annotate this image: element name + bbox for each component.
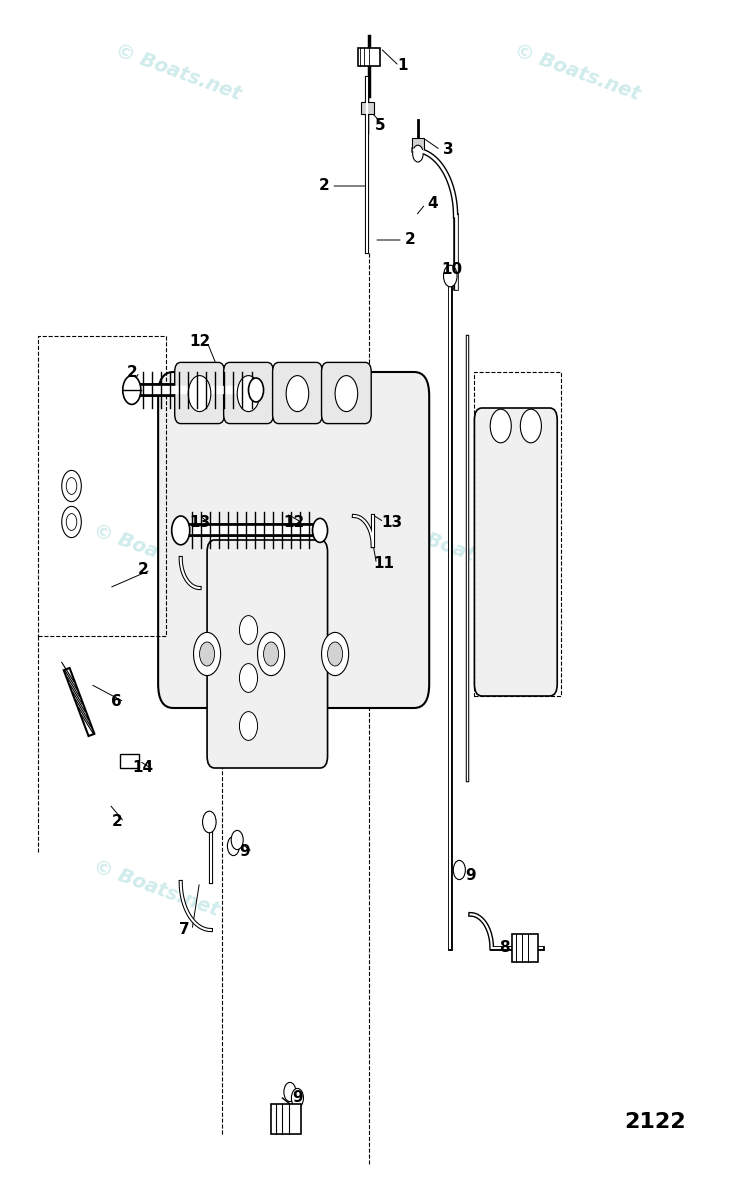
- Circle shape: [520, 409, 541, 443]
- FancyBboxPatch shape: [273, 362, 322, 424]
- Circle shape: [312, 518, 328, 542]
- Bar: [361, 102, 374, 114]
- Circle shape: [172, 516, 190, 545]
- Circle shape: [490, 409, 511, 443]
- FancyBboxPatch shape: [207, 540, 328, 768]
- Circle shape: [237, 376, 260, 412]
- Text: 13: 13: [189, 515, 210, 529]
- Circle shape: [203, 811, 216, 833]
- Circle shape: [239, 712, 258, 740]
- Circle shape: [188, 376, 211, 412]
- Bar: [358, 48, 380, 66]
- Text: 12: 12: [189, 335, 210, 349]
- Text: 9: 9: [465, 869, 476, 883]
- FancyBboxPatch shape: [158, 372, 429, 708]
- Circle shape: [258, 632, 285, 676]
- Bar: [271, 1104, 301, 1134]
- Text: © Boats.net: © Boats.net: [113, 41, 244, 103]
- Text: 2: 2: [111, 815, 122, 829]
- Circle shape: [444, 265, 457, 287]
- Circle shape: [335, 376, 358, 412]
- Circle shape: [286, 376, 309, 412]
- Text: 8: 8: [499, 941, 510, 955]
- Text: 9: 9: [292, 1091, 303, 1105]
- Text: 4: 4: [428, 197, 438, 211]
- Circle shape: [239, 616, 258, 644]
- Text: 2: 2: [138, 563, 148, 577]
- Circle shape: [227, 836, 239, 856]
- Text: 3: 3: [443, 143, 453, 157]
- Circle shape: [291, 1088, 303, 1108]
- Circle shape: [62, 506, 81, 538]
- Text: © Boats.net: © Boats.net: [90, 857, 221, 919]
- Text: 7: 7: [179, 923, 190, 937]
- Bar: [38, 336, 166, 636]
- Text: 11: 11: [373, 557, 395, 571]
- Text: 12: 12: [283, 515, 304, 529]
- Text: 2: 2: [405, 233, 416, 247]
- Bar: [474, 372, 561, 696]
- Circle shape: [284, 1082, 296, 1102]
- Circle shape: [123, 376, 141, 404]
- Circle shape: [413, 145, 423, 162]
- Text: 2: 2: [319, 179, 329, 193]
- Text: 6: 6: [111, 695, 122, 709]
- Circle shape: [194, 632, 221, 676]
- FancyBboxPatch shape: [224, 362, 273, 424]
- Circle shape: [200, 642, 215, 666]
- Circle shape: [239, 664, 258, 692]
- Circle shape: [264, 642, 279, 666]
- Text: 9: 9: [239, 845, 250, 859]
- Text: 2122: 2122: [624, 1112, 686, 1132]
- Circle shape: [453, 860, 465, 880]
- Bar: [120, 754, 139, 768]
- Text: © Boats.net: © Boats.net: [90, 521, 221, 583]
- Circle shape: [328, 642, 343, 666]
- FancyBboxPatch shape: [322, 362, 371, 424]
- Circle shape: [62, 470, 81, 502]
- Text: 2: 2: [127, 365, 137, 379]
- Text: 1: 1: [398, 59, 408, 73]
- Circle shape: [248, 378, 264, 402]
- FancyBboxPatch shape: [175, 362, 224, 424]
- Text: 10: 10: [441, 263, 462, 277]
- Text: 5: 5: [375, 119, 386, 133]
- Circle shape: [322, 632, 349, 676]
- FancyBboxPatch shape: [474, 408, 557, 696]
- Text: © Boats.net: © Boats.net: [399, 521, 530, 583]
- Bar: [512, 934, 538, 962]
- Text: © Boats.net: © Boats.net: [512, 41, 643, 103]
- Circle shape: [231, 830, 243, 850]
- Bar: [412, 138, 424, 150]
- Text: 13: 13: [381, 515, 402, 529]
- Text: 14: 14: [133, 761, 154, 775]
